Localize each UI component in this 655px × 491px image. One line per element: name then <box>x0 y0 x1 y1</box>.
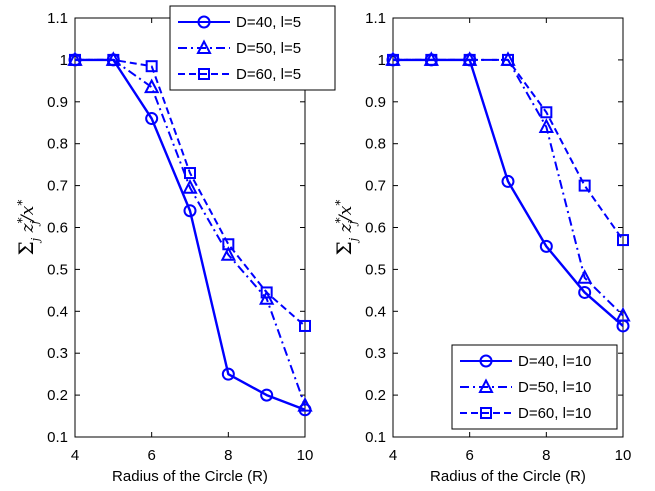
y-tick-label: 0.3 <box>365 345 386 362</box>
y-tick-label: 1 <box>378 52 386 69</box>
y-axis-label-part: Σ <box>14 241 38 255</box>
y-tick-label: 0.8 <box>365 136 386 153</box>
data-point <box>260 286 273 299</box>
y-axis-label-part: * <box>333 200 347 206</box>
data-point <box>463 53 476 66</box>
y-axis-label-part: * <box>15 217 29 223</box>
data-point <box>145 112 159 126</box>
x-tick-label: 10 <box>297 447 314 464</box>
data-point <box>183 204 197 218</box>
y-axis-label-part: * <box>15 200 29 206</box>
data-point <box>502 53 514 66</box>
y-axis-label-part: z <box>336 222 356 237</box>
data-point <box>260 388 274 402</box>
data-point <box>578 179 591 192</box>
data-point <box>615 306 631 322</box>
y-axis-label-part: j <box>346 220 359 227</box>
y-axis-label-part: j <box>29 237 42 244</box>
y-tick-label: 0.6 <box>47 220 68 237</box>
y-tick-label: 0.5 <box>47 261 68 278</box>
x-tick-label: 6 <box>147 447 155 464</box>
data-point <box>221 367 235 381</box>
legend-marker <box>196 39 212 54</box>
y-tick-label: 0.7 <box>47 178 68 195</box>
y-tick-label: 1.1 <box>365 10 386 27</box>
data-point <box>182 179 198 194</box>
legend-marker <box>478 378 494 393</box>
legend-label: D=50, l=10 <box>518 379 591 396</box>
y-axis-label: Σj z*j/x* <box>332 200 360 256</box>
series-line-1 <box>75 58 306 411</box>
data-point <box>617 234 629 247</box>
data-point <box>220 246 236 261</box>
data-point <box>107 53 120 66</box>
y-tick-label: 0.8 <box>47 136 68 153</box>
chart-panel-1: 4 6 8 10 0.1 0.2 0.3 0.4 0.5 0.6 0.7 0.8 0.9 1 1.1 Radi… <box>14 5 336 485</box>
y-tick-label: 1.1 <box>47 10 68 27</box>
legend-marker <box>480 407 492 419</box>
y-axis-label: Σj z*j/x* <box>14 200 42 256</box>
y-tick-label: 0.4 <box>365 303 386 320</box>
data-point <box>387 53 399 66</box>
y-tick-label: 0.2 <box>365 387 386 404</box>
y-axis-label-part: * <box>333 217 347 223</box>
data-point <box>222 238 235 251</box>
x-axis-label: Radius of the Circle (R) <box>112 468 268 485</box>
legend-label: D=40, l=5 <box>236 14 301 31</box>
data-point <box>299 319 311 332</box>
y-axis-label-part: z <box>18 222 38 237</box>
x-tick-label: 10 <box>615 447 632 464</box>
data-point <box>540 106 553 119</box>
x-tick-label: 4 <box>71 447 79 464</box>
y-tick-label: 0.4 <box>47 303 68 320</box>
data-point <box>145 60 158 73</box>
data-point <box>539 239 553 253</box>
y-axis-label-part: Σ <box>332 241 356 255</box>
y-tick-label: 0.6 <box>365 220 386 237</box>
data-point <box>501 174 515 188</box>
y-tick-label: 0.9 <box>47 94 68 111</box>
legend-marker <box>479 354 493 368</box>
y-tick-label: 0.5 <box>365 261 386 278</box>
legend-label: D=40, l=10 <box>518 353 591 370</box>
x-tick-label: 8 <box>224 447 232 464</box>
data-point <box>577 269 593 284</box>
y-axis-label-part: /x <box>336 205 356 223</box>
y-tick-label: 0.1 <box>47 429 68 446</box>
data-point <box>538 118 554 133</box>
data-point <box>184 167 196 180</box>
data-point <box>425 53 438 66</box>
legend-marker <box>197 15 211 29</box>
series-line-3 <box>393 58 624 241</box>
series-line-1 <box>393 58 624 327</box>
data-point <box>144 78 160 94</box>
series-line-2 <box>75 58 306 406</box>
y-tick-label: 0.1 <box>365 429 386 446</box>
legend-label: D=60, l=10 <box>518 405 591 422</box>
y-tick-label: 0.7 <box>365 178 386 195</box>
legend-marker <box>198 68 210 80</box>
x-axis-label: Radius of the Circle (R) <box>430 468 586 485</box>
x-tick-label: 4 <box>389 447 397 464</box>
series-line-3 <box>75 58 306 327</box>
data-point <box>297 396 313 412</box>
y-tick-label: 1 <box>60 52 68 69</box>
y-axis-label-part: j <box>28 220 41 227</box>
chart-panel-2: 4 6 8 10 0.1 0.2 0.3 0.4 0.5 0.6 0.7 0.8 0.9 1 1.1 Radi… <box>332 10 631 485</box>
y-axis-label-part: /x <box>18 205 38 223</box>
data-point <box>69 53 81 66</box>
x-tick-label: 8 <box>542 447 550 464</box>
y-tick-label: 0.2 <box>47 387 68 404</box>
data-point <box>578 285 592 299</box>
y-tick-label: 0.3 <box>47 345 68 362</box>
x-tick-label: 6 <box>465 447 473 464</box>
legend-label: D=60, l=5 <box>236 66 301 83</box>
y-axis-label-part: j <box>347 237 360 244</box>
y-tick-label: 0.9 <box>365 94 386 111</box>
legend-label: D=50, l=5 <box>236 40 301 57</box>
